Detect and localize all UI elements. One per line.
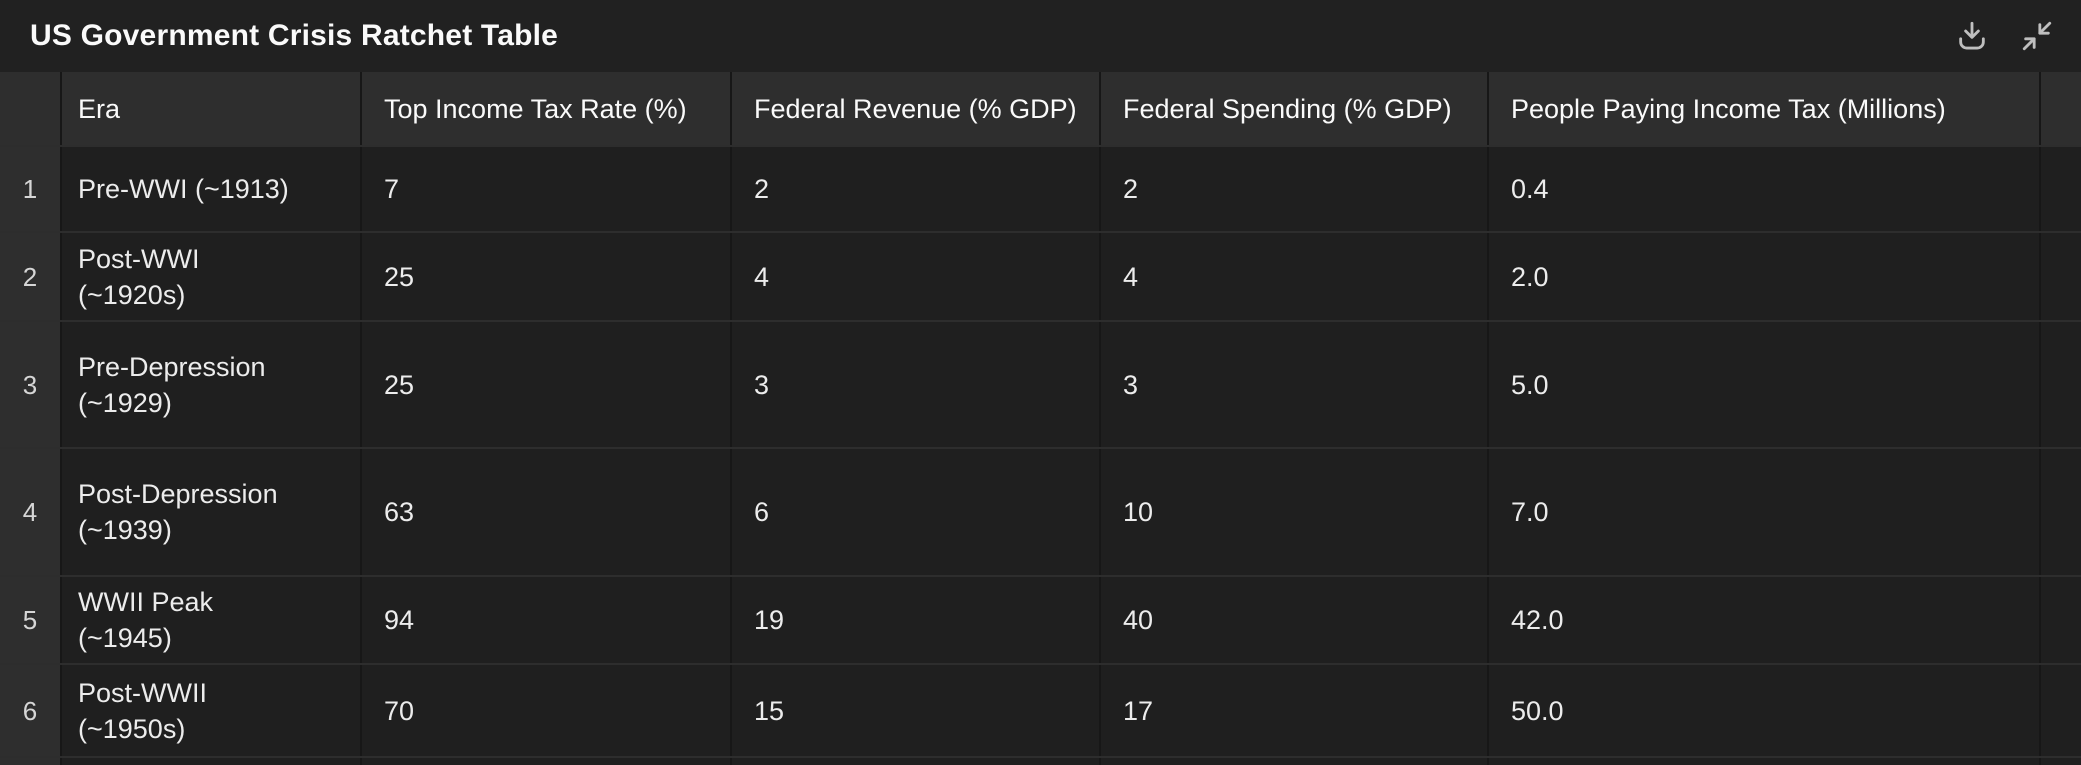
cell-era-text: Post-WWI (~1920s)	[78, 243, 200, 310]
data-table: Era Top Income Tax Rate (%) Federal Reve…	[0, 72, 2081, 765]
table-row-5: 5 WWII Peak (~1945) 94 19 40 42.0	[0, 577, 2081, 665]
cell-people: 42.0	[1489, 577, 2041, 663]
cell-people: 2.0	[1489, 233, 2041, 320]
cell-era-text: Pre-WWI (~1913)	[78, 174, 289, 204]
cell-era-text: Pre-Depression (~1929)	[78, 351, 266, 418]
cell-era-text: Post-WWII (~1950s)	[78, 677, 207, 744]
cell-people: 7.0	[1489, 449, 2041, 575]
col-header-top-income-tax-rate: Top Income Tax Rate (%)	[362, 72, 732, 145]
row-number: 2	[0, 233, 62, 320]
collapse-button[interactable]	[2019, 18, 2055, 54]
cell-era: Pre-WWI (~1913)	[62, 147, 362, 231]
table-row-6: 6 Post-WWII (~1950s) 70 15 17 50.0	[0, 665, 2081, 758]
col-header-era: Era	[62, 72, 362, 145]
row-number: 1	[0, 147, 62, 231]
row-spacer-cell	[2041, 665, 2081, 756]
cell-people	[1489, 758, 2041, 765]
corner-cell	[0, 72, 62, 145]
cell-era-text: Post-Depression (~1939)	[78, 479, 278, 545]
row-spacer-cell	[2041, 322, 2081, 447]
row-spacer-cell	[2041, 233, 2081, 320]
table-row-2: 2 Post-WWI (~1920s) 25 4 4 2.0	[0, 233, 2081, 322]
cell-spending	[1101, 758, 1489, 765]
row-spacer-cell	[2041, 449, 2081, 575]
cell-revenue: 6	[732, 449, 1101, 575]
partial-next-row	[0, 758, 2081, 765]
cell-tax-rate: 70	[362, 665, 732, 756]
cell-revenue	[732, 758, 1101, 765]
cell-revenue: 15	[732, 665, 1101, 756]
cell-spending: 3	[1101, 322, 1489, 447]
cell-people: 0.4	[1489, 147, 2041, 231]
titlebar-actions	[1954, 18, 2055, 54]
row-number: 6	[0, 665, 62, 756]
cell-tax-rate: 94	[362, 577, 732, 663]
cell-tax-rate	[362, 758, 732, 765]
row-number: 4	[0, 449, 62, 575]
cell-era	[62, 758, 362, 765]
cell-revenue: 2	[732, 147, 1101, 231]
cell-revenue: 19	[732, 577, 1101, 663]
cell-tax-rate: 7	[362, 147, 732, 231]
cell-spending: 10	[1101, 449, 1489, 575]
cell-tax-rate: 63	[362, 449, 732, 575]
row-spacer-cell	[2041, 758, 2081, 765]
cell-revenue: 4	[732, 233, 1101, 320]
table-row-1: 1 Pre-WWI (~1913) 7 2 2 0.4	[0, 147, 2081, 233]
table-row-3: 3 Pre-Depression (~1929) 25 3 3 5.0	[0, 322, 2081, 449]
cell-era: Pre-Depression (~1929)	[62, 322, 362, 447]
cell-spending: 2	[1101, 147, 1489, 231]
col-header-federal-spending: Federal Spending (% GDP)	[1101, 72, 1489, 145]
row-spacer-cell	[2041, 577, 2081, 663]
cell-people: 5.0	[1489, 322, 2041, 447]
widget-title: US Government Crisis Ratchet Table	[30, 19, 559, 52]
cell-people: 50.0	[1489, 665, 2041, 756]
cell-spending: 17	[1101, 665, 1489, 756]
table-row-4: 4 Post-Depression (~1939) 63 6 10 7.0	[0, 449, 2081, 577]
cell-era: WWII Peak (~1945)	[62, 577, 362, 663]
cell-spending: 4	[1101, 233, 1489, 320]
cell-era: Post-WWII (~1950s)	[62, 665, 362, 756]
cell-era: Post-Depression (~1939)	[62, 449, 362, 575]
row-spacer-cell	[2041, 147, 2081, 231]
cell-tax-rate: 25	[362, 233, 732, 320]
col-header-people-paying: People Paying Income Tax (Millions)	[1489, 72, 2041, 145]
cell-spending: 40	[1101, 577, 1489, 663]
header-spacer-cell	[2041, 72, 2081, 145]
row-number: 3	[0, 322, 62, 447]
titlebar: US Government Crisis Ratchet Table	[0, 0, 2081, 72]
col-header-federal-revenue: Federal Revenue (% GDP)	[732, 72, 1101, 145]
table-header-row: Era Top Income Tax Rate (%) Federal Reve…	[0, 72, 2081, 147]
download-button[interactable]	[1954, 18, 1990, 54]
cell-tax-rate: 25	[362, 322, 732, 447]
cell-revenue: 3	[732, 322, 1101, 447]
download-icon	[1959, 21, 1985, 50]
collapse-icon	[2022, 21, 2052, 51]
cell-era-text: WWII Peak (~1945)	[78, 587, 214, 653]
cell-era: Post-WWI (~1920s)	[62, 233, 362, 320]
row-number	[0, 758, 62, 765]
row-number: 5	[0, 577, 62, 663]
